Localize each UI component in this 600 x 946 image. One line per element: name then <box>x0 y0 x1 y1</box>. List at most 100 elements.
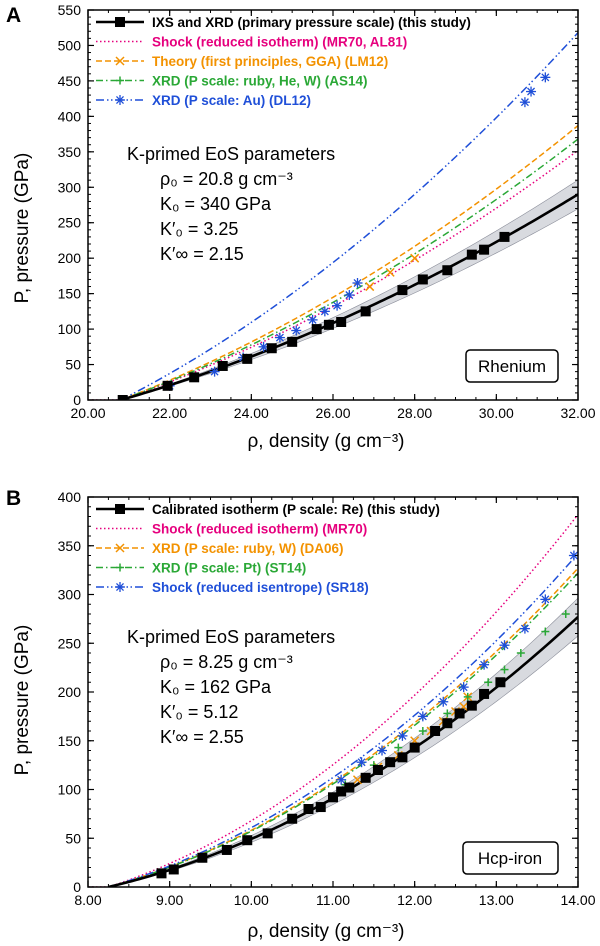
eos-annotation: K-primed EoS parameters ρ₀ = 8.25 g cm⁻³… <box>127 627 335 747</box>
data-point <box>360 772 371 783</box>
plot-area: 20.00 22.00 24.00 26.00 28.00 30.00 32.00 0 50 10… <box>58 2 596 421</box>
data-point <box>438 696 449 707</box>
legend-entry: Shock (reduced isotherm) (MR70, AL81) <box>96 35 407 50</box>
data-point <box>479 688 490 699</box>
material-label-box: Rhenium <box>465 349 559 383</box>
data-point-stroke <box>365 282 375 292</box>
data-point <box>117 395 128 400</box>
data-point <box>466 700 477 711</box>
y-tick-label: 500 <box>58 37 82 53</box>
legend-label: XRD (P scale: Au) (DL12) <box>152 93 311 108</box>
data-point <box>116 563 124 572</box>
x-tick-label: 32.00 <box>560 405 595 421</box>
data-point <box>242 353 253 364</box>
data-point <box>311 324 322 335</box>
data-point-stroke <box>210 367 219 376</box>
data-point-stroke <box>541 595 550 604</box>
data-point-stroke <box>116 96 124 104</box>
data-point <box>115 504 125 514</box>
data-point <box>519 97 530 108</box>
data-point <box>499 231 510 242</box>
data-point <box>519 623 530 634</box>
x-tick-label: 13.00 <box>479 892 514 908</box>
data-point <box>410 253 420 263</box>
data-point <box>443 709 452 718</box>
y-tick-label: 400 <box>58 108 82 124</box>
data-point-stroke <box>292 326 301 335</box>
data-point-stroke <box>459 683 468 692</box>
data-point <box>336 786 347 797</box>
legend-entry: Shock (reduced isentrope) (SR18) <box>96 580 369 595</box>
legend-entry: XRD (P scale: ruby, He, W) (AS14) <box>96 74 368 89</box>
data-point <box>115 17 125 27</box>
data-point-stroke <box>385 267 395 277</box>
y-tick-label: 100 <box>58 321 82 337</box>
y-tick-label: 300 <box>58 587 82 603</box>
x-tick-label: 20.00 <box>70 405 105 421</box>
data-point-stroke <box>541 73 550 82</box>
data-point-stroke <box>259 342 268 351</box>
series-line <box>88 514 578 887</box>
data-point <box>189 372 200 383</box>
x-tick-label: 10.00 <box>234 892 269 908</box>
legend-label: Shock (reduced isentrope) (SR18) <box>152 580 369 595</box>
y-tick-label: 350 <box>58 144 82 160</box>
data-point <box>352 278 363 288</box>
material-label: Hcp-iron <box>478 849 542 868</box>
series-line <box>120 32 578 400</box>
data-point <box>287 336 298 347</box>
legend-entry: Theory (first principles, GGA) (LM12) <box>96 54 388 69</box>
y-tick-label: 50 <box>65 830 81 846</box>
legend-label: XRD (P scale: ruby, W) (DA06) <box>152 541 344 556</box>
data-point <box>495 677 506 688</box>
data-point <box>561 610 570 618</box>
data-point <box>115 582 125 592</box>
data-point-stroke <box>480 660 489 669</box>
eos-param-rho: ρ₀ = 20.8 g cm⁻³ <box>160 169 293 189</box>
data-point-stroke <box>398 731 407 740</box>
data-point <box>442 265 453 276</box>
data-point-stroke <box>378 746 386 755</box>
data-point <box>458 682 469 693</box>
data-point <box>479 659 490 670</box>
plot-area: 8.00 9.00 10.00 11.00 12.00 13.00 14.00 0 50 100 1… <box>58 489 596 908</box>
y-tick-label: 350 <box>58 538 82 554</box>
data-point <box>336 774 347 785</box>
data-point <box>344 782 355 793</box>
data-point-stroke <box>333 301 342 310</box>
data-point <box>372 765 383 775</box>
panel-label: A <box>6 4 21 27</box>
data-point-stroke <box>527 87 536 96</box>
data-point <box>394 743 403 752</box>
data-point <box>197 852 208 863</box>
data-point <box>115 95 125 105</box>
data-point-stroke <box>500 641 509 650</box>
eos-param-kinf: K′∞ = 2.55 <box>160 727 244 747</box>
y-tick-label: 250 <box>58 635 82 651</box>
legend-label: Shock (reduced isotherm) (MR70, AL81) <box>152 35 407 50</box>
data-point <box>442 718 453 729</box>
data-point <box>221 844 232 855</box>
data-point-stroke <box>439 697 448 706</box>
data-point <box>365 282 375 292</box>
data-point <box>397 752 408 763</box>
legend-entry: Shock (reduced isotherm) (MR70) <box>96 522 367 537</box>
x-tick-label: 28.00 <box>397 405 432 421</box>
legend-entry: XRD (P scale: Au) (DL12) <box>96 93 311 108</box>
y-tick-label: 0 <box>73 392 81 408</box>
data-point <box>409 742 420 753</box>
data-point-stroke <box>410 253 420 263</box>
eos-param-k0: K₀ = 340 GPa <box>160 194 272 214</box>
x-tick-label: 14.00 <box>560 892 595 908</box>
x-tick-label: 26.00 <box>315 405 350 421</box>
y-tick-label: 550 <box>58 2 82 18</box>
data-point <box>463 692 472 701</box>
y-tick-label: 150 <box>58 733 82 749</box>
data-point <box>356 757 367 768</box>
data-point <box>328 792 338 803</box>
data-point <box>526 86 537 97</box>
data-point <box>466 249 477 260</box>
eos-param-rho: ρ₀ = 8.25 g cm⁻³ <box>160 652 293 672</box>
data-point-stroke <box>345 291 354 300</box>
legend-entry: IXS and XRD (primary pressure scale) (th… <box>96 15 471 30</box>
